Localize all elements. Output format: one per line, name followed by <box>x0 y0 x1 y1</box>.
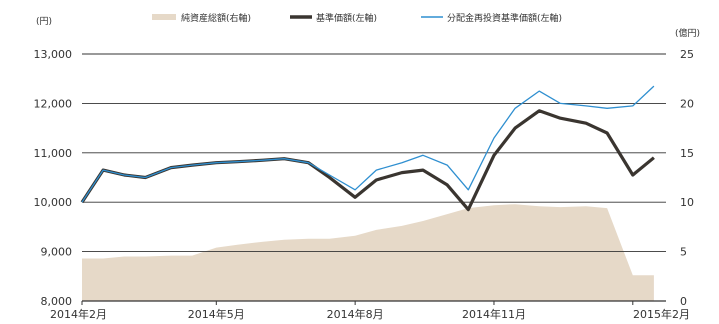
grid-layer <box>82 53 666 302</box>
tick-layer: 8,000 9,000 10,000 11,000 12,000 13,000 0 5 10 15… <box>34 48 695 321</box>
x-tick-label: 2014年2月 <box>50 307 107 321</box>
right-axis-unit: (億円) <box>675 27 700 39</box>
legend-label-net-assets: 純資産総額(右軸) <box>181 12 251 24</box>
series-line-nav <box>80 109 655 212</box>
right-tick-label: 0 <box>680 295 687 308</box>
left-tick-label: 13,000 <box>34 48 73 61</box>
line-layer <box>80 85 655 212</box>
x-tick-label: 2014年8月 <box>327 307 384 321</box>
x-tick-label: 2015年2月 <box>633 307 690 321</box>
area-layer <box>82 204 654 301</box>
legend-label-nav: 基準価額(左軸) <box>316 12 377 24</box>
right-tick-label: 25 <box>680 48 694 61</box>
left-tick-label: 12,000 <box>34 97 73 110</box>
left-axis-unit: (円) <box>36 16 52 27</box>
legend-label-reinvested-nav: 分配金再投資基準価額(左軸) <box>447 12 562 24</box>
right-tick-label: 5 <box>680 246 687 259</box>
series-area-net-assets <box>82 204 654 301</box>
legend-swatch-net-assets <box>152 14 176 20</box>
series-line-reinvested-nav <box>81 85 655 203</box>
x-tick-label: 2014年11月 <box>462 307 526 321</box>
left-tick-label: 10,000 <box>34 196 73 209</box>
right-tick-label: 10 <box>680 196 694 209</box>
legend: 純資産総額(右軸) 基準価額(左軸) 分配金再投資基準価額(左軸) <box>152 12 562 24</box>
right-tick-label: 15 <box>680 147 694 160</box>
x-tick-label: 2014年5月 <box>188 307 245 321</box>
left-tick-label: 8,000 <box>41 295 73 308</box>
right-tick-label: 20 <box>680 97 694 110</box>
left-tick-label: 9,000 <box>41 246 73 259</box>
left-tick-label: 11,000 <box>34 147 73 160</box>
